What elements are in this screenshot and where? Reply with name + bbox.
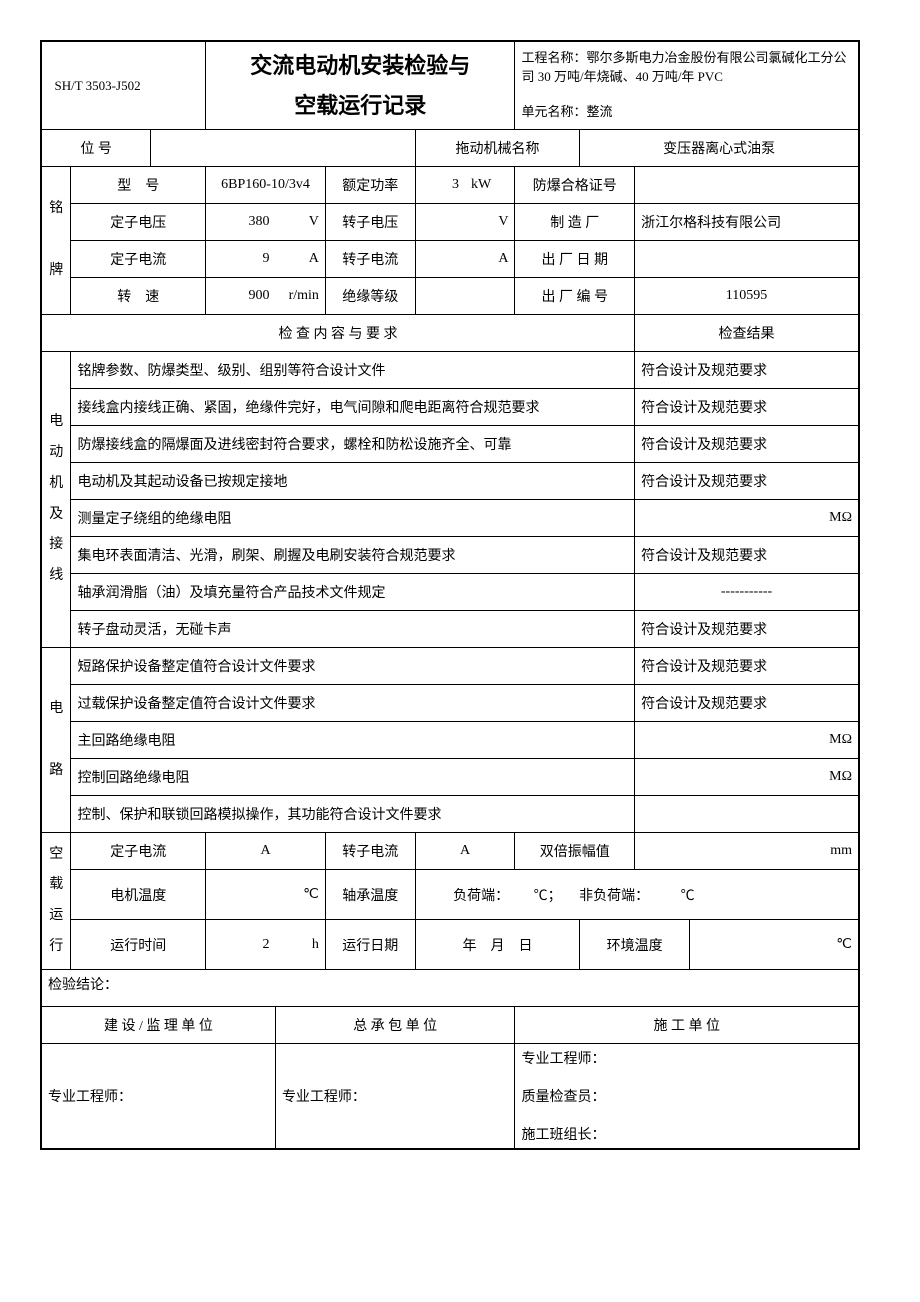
inspect-result: 符合设计及规范要求 [635, 611, 859, 648]
noload-stator-a-label: 定子电流 [71, 833, 206, 870]
speed-value: 900 [206, 278, 276, 315]
speed-unit: r/min [275, 278, 325, 315]
inspect-result [635, 796, 859, 833]
position-label: 位 号 [41, 130, 151, 167]
project-name: 工程名称：鄂尔多斯电力冶金股份有限公司氯碱化工分公司 30 万吨/年烧碱、40 … [515, 41, 859, 91]
mfr-date-value [635, 241, 859, 278]
inspect-result: 符合设计及规范要求 [635, 648, 859, 685]
inspect-result: MΩ [635, 722, 859, 759]
env-temp-label: 环境温度 [580, 920, 690, 970]
inspect-result: 符合设计及规范要求 [635, 352, 859, 389]
mfr-label: 制 造 厂 [515, 204, 635, 241]
mech-label: 拖动机械名称 [415, 130, 580, 167]
inspect-result: 符合设计及规范要求 [635, 463, 859, 500]
inspection-form: SH/T 3503-J502 交流电动机安装检验与 空载运行记录 工程名称：鄂尔… [40, 40, 860, 1150]
bearing-temp-value: 负荷端： ℃； 非负荷端： ℃ [415, 870, 859, 920]
motor-side-label: 电动机及接线 [41, 352, 71, 648]
expl-cert-label: 防爆合格证号 [515, 167, 635, 204]
stator-v-label: 定子电压 [71, 204, 206, 241]
rotor-v-value [415, 204, 465, 241]
inspect-result: 符合设计及规范要求 [635, 537, 859, 574]
noload-vib-label: 双倍振幅值 [515, 833, 635, 870]
env-temp-unit: ℃ [689, 920, 859, 970]
run-time-value: 2 [206, 920, 276, 970]
rotor-a-label: 转子电流 [325, 241, 415, 278]
rated-power-value: 3 [415, 167, 465, 204]
inspect-result: 符合设计及规范要求 [635, 426, 859, 463]
sign-col2: 总 承 包 单 位 [275, 1007, 515, 1044]
insul-label: 绝缘等级 [325, 278, 415, 315]
inspect-row: 控制、保护和联锁回路模拟操作，其功能符合设计文件要求 [71, 796, 635, 833]
inspect-row: 测量定子绕组的绝缘电阻 [71, 500, 635, 537]
form-title: 交流电动机安装检验与 空载运行记录 [206, 41, 515, 130]
inspect-row: 主回路绝缘电阻 [71, 722, 635, 759]
inspect-row: 集电环表面清洁、光滑，刷架、刷握及电刷安装符合规范要求 [71, 537, 635, 574]
circuit-side-label: 电路 [41, 648, 71, 833]
inspect-result: ----------- [635, 574, 859, 611]
noload-stator-a-unit: A [206, 833, 326, 870]
expl-cert-value [635, 167, 859, 204]
unit-name: 单元名称：整流 [515, 91, 859, 130]
sign-cell-2: 专业工程师： [275, 1044, 515, 1150]
nameplate-side: 铭牌 [41, 167, 71, 315]
sign-cell-3: 专业工程师： 质量检查员： 施工班组长： [515, 1044, 859, 1150]
inspect-header-res: 检查结果 [635, 315, 859, 352]
stator-v-unit: V [275, 204, 325, 241]
inspect-row: 铭牌参数、防爆类型、级别、组别等符合设计文件 [71, 352, 635, 389]
serial-label: 出 厂 编 号 [515, 278, 635, 315]
noload-rotor-a-unit: A [415, 833, 515, 870]
insul-value [415, 278, 515, 315]
noload-rotor-a-label: 转子电流 [325, 833, 415, 870]
motor-temp-unit: ℃ [206, 870, 326, 920]
inspect-row: 转子盘动灵活，无碰卡声 [71, 611, 635, 648]
sign-col1: 建 设 / 监 理 单 位 [41, 1007, 275, 1044]
rated-power-unit: kW [465, 167, 515, 204]
inspect-row: 过载保护设备整定值符合设计文件要求 [71, 685, 635, 722]
rotor-a-value [415, 241, 465, 278]
sign-col3: 施 工 单 位 [515, 1007, 859, 1044]
model-value: 6BP160-10/3v4 [206, 167, 326, 204]
stator-a-value: 9 [206, 241, 276, 278]
rated-power-label: 额定功率 [325, 167, 415, 204]
serial-value: 110595 [635, 278, 859, 315]
inspect-result: 符合设计及规范要求 [635, 389, 859, 426]
inspect-header-req: 检 查 内 容 与 要 求 [41, 315, 635, 352]
inspect-row: 控制回路绝缘电阻 [71, 759, 635, 796]
sign-cell-1: 专业工程师： [41, 1044, 275, 1150]
speed-label: 转 速 [71, 278, 206, 315]
inspect-row: 接线盒内接线正确、紧固，绝缘件完好，电气间隙和爬电距离符合规范要求 [71, 389, 635, 426]
mfr-date-label: 出 厂 日 期 [515, 241, 635, 278]
inspect-row: 短路保护设备整定值符合设计文件要求 [71, 648, 635, 685]
inspect-row: 电动机及其起动设备已按规定接地 [71, 463, 635, 500]
inspect-result: 符合设计及规范要求 [635, 685, 859, 722]
conclusion: 检验结论： [41, 970, 859, 1007]
motor-temp-label: 电机温度 [71, 870, 206, 920]
rotor-a-unit: A [465, 241, 515, 278]
rotor-v-unit: V [465, 204, 515, 241]
inspect-result: MΩ [635, 759, 859, 796]
mfr-value: 浙江尔格科技有限公司 [635, 204, 859, 241]
stator-a-label: 定子电流 [71, 241, 206, 278]
inspect-row: 防爆接线盒的隔爆面及进线密封符合要求，螺栓和防松设施齐全、可靠 [71, 426, 635, 463]
noload-side-label: 空载运行 [41, 833, 71, 970]
inspect-row: 轴承润滑脂（油）及填充量符合产品技术文件规定 [71, 574, 635, 611]
stator-v-value: 380 [206, 204, 276, 241]
mech-value: 变压器离心式油泵 [580, 130, 859, 167]
run-time-unit: h [275, 920, 325, 970]
bearing-temp-label: 轴承温度 [325, 870, 415, 920]
stator-a-unit: A [275, 241, 325, 278]
run-date-value: 年 月 日 [415, 920, 580, 970]
run-time-label: 运行时间 [71, 920, 206, 970]
run-date-label: 运行日期 [325, 920, 415, 970]
model-label: 型 号 [71, 167, 206, 204]
doc-code: SH/T 3503-J502 [41, 41, 206, 130]
noload-vib-unit: mm [635, 833, 859, 870]
rotor-v-label: 转子电压 [325, 204, 415, 241]
position-value [151, 130, 415, 167]
inspect-result: MΩ [635, 500, 859, 537]
